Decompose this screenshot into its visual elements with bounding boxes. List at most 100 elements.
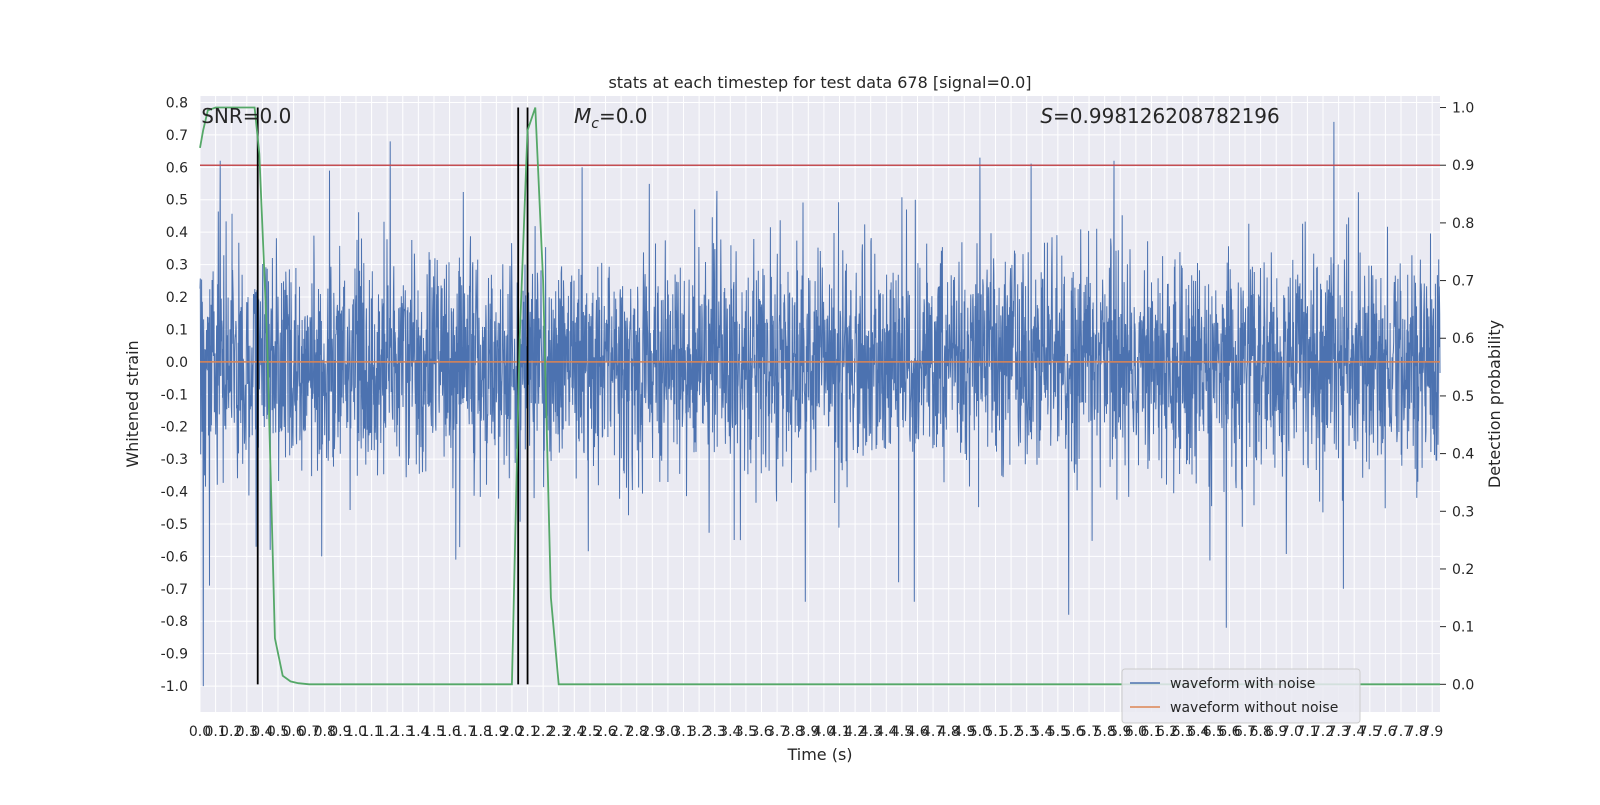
y-tick-label: 0.4 xyxy=(166,225,188,241)
x-tick-label: 1.3 xyxy=(392,724,414,740)
y-axis-title: Whitened strain xyxy=(123,340,142,467)
x-tick-label: 1.6 xyxy=(438,724,460,740)
annotation-snr: SNR=0.0 xyxy=(201,104,291,128)
legend: waveform with noise waveform without noi… xyxy=(1121,668,1361,724)
x-tick-label: 0.9 xyxy=(329,724,351,740)
x-tick-label: 5.4 xyxy=(1031,724,1053,740)
x-tick-label: 5.1 xyxy=(984,724,1006,740)
x-tick-label: 0.0 xyxy=(189,724,211,740)
x-tick-label: 2.6 xyxy=(594,724,616,740)
y-tick-label: -0.9 xyxy=(161,647,188,663)
y-tick-label-right: 0.1 xyxy=(1452,620,1474,636)
x-tick-label: 4.6 xyxy=(906,724,928,740)
x-tick-label: 4.2 xyxy=(844,724,866,740)
annotation-chirp-mass: Mc=0.0 xyxy=(574,104,648,132)
x-axis-title: Time (s) xyxy=(786,745,852,764)
legend-box xyxy=(1121,668,1361,724)
y-tick-label: 0.8 xyxy=(166,95,188,111)
y-tick-label-right: 0.7 xyxy=(1452,274,1474,290)
y-tick-label: 0.6 xyxy=(166,160,188,176)
x-tick-label: 1.4 xyxy=(407,724,429,740)
x-tick-label: 7.8 xyxy=(1405,724,1427,740)
x-tick-label: 7.6 xyxy=(1374,724,1396,740)
y-tick-label: -0.7 xyxy=(161,582,188,598)
x-tick-label: 5.5 xyxy=(1047,724,1069,740)
annotation-score: S=0.998126208782196 xyxy=(1040,104,1279,128)
x-tick-label: 6.3 xyxy=(1172,724,1194,740)
x-tick-label: 5.7 xyxy=(1078,724,1100,740)
y-tick-label: -0.1 xyxy=(161,387,188,403)
x-tick-label: 4.3 xyxy=(860,724,882,740)
y-tick-label: 0.1 xyxy=(166,322,188,338)
x-tick-label: 7.5 xyxy=(1359,724,1381,740)
x-tick-label: 3.8 xyxy=(782,724,804,740)
x-tick-label: 3.2 xyxy=(688,724,710,740)
y-tick-label-right: 0.0 xyxy=(1452,677,1474,693)
x-tick-label: 2.4 xyxy=(563,724,585,740)
x-tick-label: 7.1 xyxy=(1296,724,1318,740)
x-tick-label: 6.8 xyxy=(1249,724,1271,740)
x-tick-label: 5.9 xyxy=(1109,724,1131,740)
y-tick-label-right: 0.2 xyxy=(1452,562,1474,578)
x-tick-label: 1.9 xyxy=(485,724,507,740)
x-tick-label: 3.1 xyxy=(672,724,694,740)
y-tick-label: 0.7 xyxy=(166,128,188,144)
x-tick-label: 0.3 xyxy=(236,724,258,740)
x-tick-label: 0.6 xyxy=(282,724,304,740)
x-tick-label: 2.5 xyxy=(579,724,601,740)
x-tick-label: 7.2 xyxy=(1312,724,1334,740)
x-tick-label: 2.1 xyxy=(516,724,538,740)
x-tick-label: 6.0 xyxy=(1125,724,1147,740)
x-tick-label: 3.7 xyxy=(766,724,788,740)
x-tick-label: 2.0 xyxy=(501,724,523,740)
legend-label-noise: waveform with noise xyxy=(1170,676,1315,692)
x-tick-label: 0.2 xyxy=(220,724,242,740)
x-tick-label: 2.3 xyxy=(548,724,570,740)
x-tick-label: 4.1 xyxy=(828,724,850,740)
x-tick-label: 2.7 xyxy=(610,724,632,740)
x-tick-label: 6.4 xyxy=(1187,724,1209,740)
x-tick-label: 1.0 xyxy=(345,724,367,740)
x-tick-label: 6.1 xyxy=(1140,724,1162,740)
x-tick-label: 7.9 xyxy=(1421,724,1443,740)
y-tick-label: 0.0 xyxy=(166,355,188,371)
y-axis-title-right: Detection probability xyxy=(1485,320,1504,488)
noise-trace xyxy=(199,121,1441,687)
x-tick-label: 7.7 xyxy=(1390,724,1412,740)
y-tick-label-right: 0.4 xyxy=(1452,447,1474,463)
x-tick-label: 6.2 xyxy=(1156,724,1178,740)
y-tick-label: -0.4 xyxy=(161,485,188,501)
x-tick-label: 6.7 xyxy=(1234,724,1256,740)
y-tick-label: -0.3 xyxy=(161,452,188,468)
x-tick-label: 3.0 xyxy=(657,724,679,740)
x-tick-label: 5.3 xyxy=(1016,724,1038,740)
x-tick-label: 3.5 xyxy=(735,724,757,740)
x-tick-label: 1.8 xyxy=(470,724,492,740)
x-tick-label: 0.1 xyxy=(204,724,226,740)
y-tick-label: -0.6 xyxy=(161,549,188,565)
y-tick-label-right: 1.0 xyxy=(1452,101,1474,117)
x-tick-label: 2.2 xyxy=(532,724,554,740)
chart-title: stats at each timestep for test data 678… xyxy=(608,73,1031,92)
x-tick-label: 5.6 xyxy=(1062,724,1084,740)
x-tick-label: 3.6 xyxy=(750,724,772,740)
x-tick-label: 4.5 xyxy=(891,724,913,740)
x-tick-label: 2.9 xyxy=(641,724,663,740)
x-tick-label: 4.8 xyxy=(938,724,960,740)
x-tick-label: 0.4 xyxy=(251,724,273,740)
y-tick-label-right: 0.8 xyxy=(1452,216,1474,232)
x-tick-label: 6.9 xyxy=(1265,724,1287,740)
series-detection-probability xyxy=(199,106,1440,686)
x-ticks: 0.00.10.20.30.40.50.60.70.80.91.01.11.21… xyxy=(189,724,1443,740)
x-tick-label: 1.2 xyxy=(376,724,398,740)
y-tick-label: -0.2 xyxy=(161,420,188,436)
series-waveform-with-noise xyxy=(199,121,1441,687)
y-tick-label-right: 0.9 xyxy=(1452,158,1474,174)
x-tick-label: 7.0 xyxy=(1281,724,1303,740)
y-tick-label: 0.3 xyxy=(166,258,188,274)
x-tick-label: 3.9 xyxy=(797,724,819,740)
y-tick-label: -0.8 xyxy=(161,614,188,630)
x-tick-label: 4.7 xyxy=(922,724,944,740)
x-tick-label: 5.2 xyxy=(1000,724,1022,740)
